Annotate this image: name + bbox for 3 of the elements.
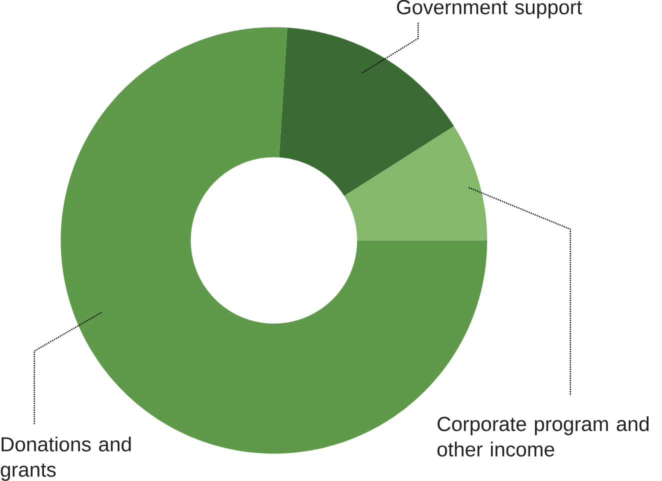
slice-label: Donations and grants [0,436,131,481]
slice-label: Government support [397,0,582,18]
slice-label: Corporate program and other income [437,416,649,457]
